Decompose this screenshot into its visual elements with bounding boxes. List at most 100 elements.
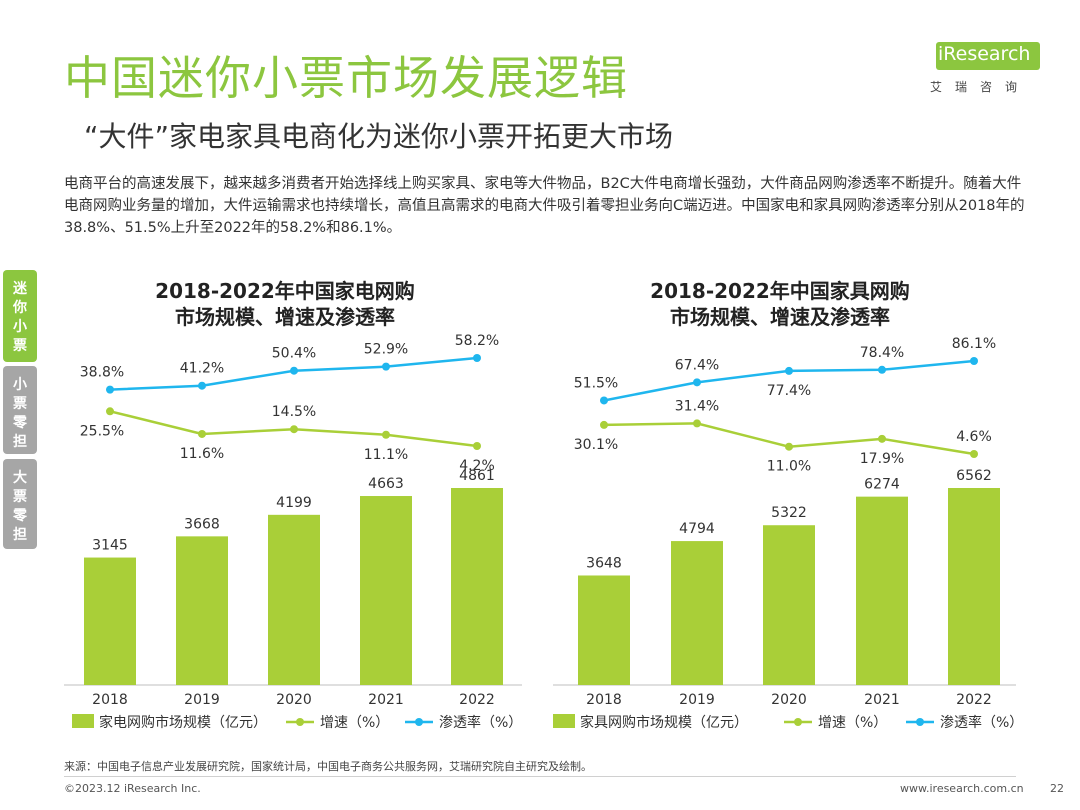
chart-title-line2: 市场规模、增速及渗透率 — [670, 305, 890, 329]
legend-penetration-label: 渗透率（%） — [439, 714, 522, 731]
growth-point — [600, 420, 608, 429]
penetration-point — [198, 381, 206, 390]
growth-point — [106, 407, 114, 416]
penetration-point — [106, 385, 114, 394]
x-tick-label: 2020 — [771, 692, 807, 708]
growth-value-label: 11.6% — [180, 446, 224, 462]
bar-2021 — [360, 496, 412, 685]
penetration-value-label: 77.4% — [767, 383, 811, 399]
x-tick-label: 2021 — [864, 692, 900, 708]
legend-growth-dot — [794, 718, 802, 726]
side-tab-char: 担 — [13, 434, 27, 450]
x-tick-label: 2022 — [956, 692, 992, 708]
bar-value-label: 5322 — [771, 505, 807, 521]
chart-title-appliance: 2018-2022年中国家电网购 市场规模、增速及渗透率 — [65, 278, 505, 330]
side-tab-char: 零 — [13, 508, 27, 524]
growth-value-label: 30.1% — [574, 437, 618, 453]
legend-penetration-label: 渗透率（%） — [940, 714, 1023, 731]
penetration-point — [878, 365, 886, 374]
side-tab-small-ticket[interactable]: 小票零担 — [3, 366, 37, 454]
side-tab-char: 票 — [13, 396, 27, 412]
bar-2022 — [451, 488, 503, 685]
legend-growth-label: 增速（%） — [818, 715, 887, 731]
bar-value-label: 4861 — [459, 468, 495, 484]
iresearch-logo: iResearch 艾瑞咨询 — [928, 34, 1046, 104]
growth-value-label: 11.1% — [364, 447, 408, 463]
penetration-value-label: 78.4% — [860, 345, 904, 361]
chart-title-line1: 2018-2022年中国家具网购 — [650, 279, 910, 303]
penetration-value-label: 50.4% — [272, 346, 316, 362]
copyright: ©2023.12 iResearch Inc. — [64, 782, 201, 795]
footer-divider — [64, 776, 1016, 777]
penetration-point — [290, 366, 298, 375]
bar-value-label: 6274 — [864, 477, 900, 493]
legend-bar-label: 家具网购市场规模（亿元） — [580, 714, 748, 731]
side-tab-char: 票 — [13, 489, 27, 505]
x-tick-label: 2019 — [184, 692, 220, 708]
growth-point — [970, 450, 978, 458]
side-tab-char: 担 — [13, 527, 27, 543]
x-tick-label: 2019 — [679, 692, 715, 708]
bar-value-label: 4199 — [276, 495, 312, 511]
bar-2022 — [948, 488, 1000, 685]
side-tab-large-ticket[interactable]: 大票零担 — [3, 459, 37, 549]
page-number: 22 — [1050, 782, 1064, 795]
legend-bar-swatch — [72, 714, 94, 728]
growth-value-label: 4.2% — [459, 458, 495, 474]
growth-value-label: 14.5% — [272, 404, 316, 420]
growth-value-label: 25.5% — [80, 423, 124, 439]
legend-growth-label: 增速（%） — [320, 715, 389, 731]
bar-value-label: 3145 — [92, 538, 128, 554]
penetration-point — [473, 354, 481, 362]
side-tab-char: 你 — [13, 300, 27, 316]
chart-title-line2: 市场规模、增速及渗透率 — [175, 305, 395, 329]
page-title: 中国迷你小票市场发展逻辑 — [64, 51, 628, 105]
side-tab-char: 大 — [13, 470, 27, 486]
x-tick-label: 2022 — [459, 692, 495, 708]
bar-2019 — [176, 536, 228, 685]
bar-value-label: 3648 — [586, 555, 622, 571]
logo-badge — [936, 42, 1040, 70]
side-tab-char: 小 — [13, 377, 27, 393]
growth-value-label: 11.0% — [767, 459, 811, 475]
growth-point — [785, 442, 793, 451]
bar-2019 — [671, 541, 723, 685]
x-tick-label: 2018 — [92, 692, 128, 708]
penetration-value-label: 52.9% — [364, 342, 408, 358]
penetration-point — [970, 357, 978, 365]
side-tab-char: 迷 — [13, 281, 27, 297]
growth-point — [473, 442, 481, 450]
growth-value-label: 31.4% — [675, 398, 719, 414]
penetration-value-label: 58.2% — [455, 333, 499, 349]
legend-bar-label: 家电网购市场规模（亿元） — [99, 714, 267, 731]
side-tab-char: 零 — [13, 415, 27, 431]
legend-penetration-dot — [415, 718, 423, 726]
bar-value-label: 4794 — [679, 521, 715, 537]
growth-point — [693, 419, 701, 428]
penetration-value-label: 86.1% — [952, 336, 996, 352]
growth-point — [878, 434, 886, 443]
growth-value-label: 17.9% — [860, 451, 904, 467]
penetration-value-label: 67.4% — [675, 357, 719, 373]
page-subtitle: “大件”家电家具电商化为迷你小票开拓更大市场 — [84, 120, 674, 153]
source-note: 来源：中国电子信息产业发展研究院，国家统计局，中国电子商务公共服务网，艾瑞研究院… — [64, 760, 592, 773]
penetration-value-label: 38.8% — [80, 365, 124, 381]
legend-bar-swatch — [553, 714, 575, 728]
growth-point — [382, 430, 390, 439]
bar-2020 — [268, 514, 320, 685]
website-link[interactable]: www.iresearch.com.cn — [900, 782, 1024, 795]
penetration-point — [785, 366, 793, 375]
growth-value-label: 4.6% — [956, 429, 992, 445]
legend-penetration-dot — [916, 718, 924, 726]
legend-growth-dot — [296, 718, 304, 726]
bar-2020 — [763, 525, 815, 685]
bar-2021 — [856, 496, 908, 685]
logo-cn-name: 艾瑞咨询 — [930, 80, 1031, 94]
description-text: 电商平台的高速发展下，越来越多消费者开始选择线上购买家具、家电等大件物品，B2C… — [64, 176, 1025, 236]
side-tab-char: 小 — [13, 319, 27, 335]
side-tab-mini-ticket[interactable]: 迷你小票 — [3, 270, 37, 362]
bar-2018 — [578, 575, 630, 685]
penetration-point — [382, 362, 390, 371]
penetration-point — [693, 378, 701, 387]
